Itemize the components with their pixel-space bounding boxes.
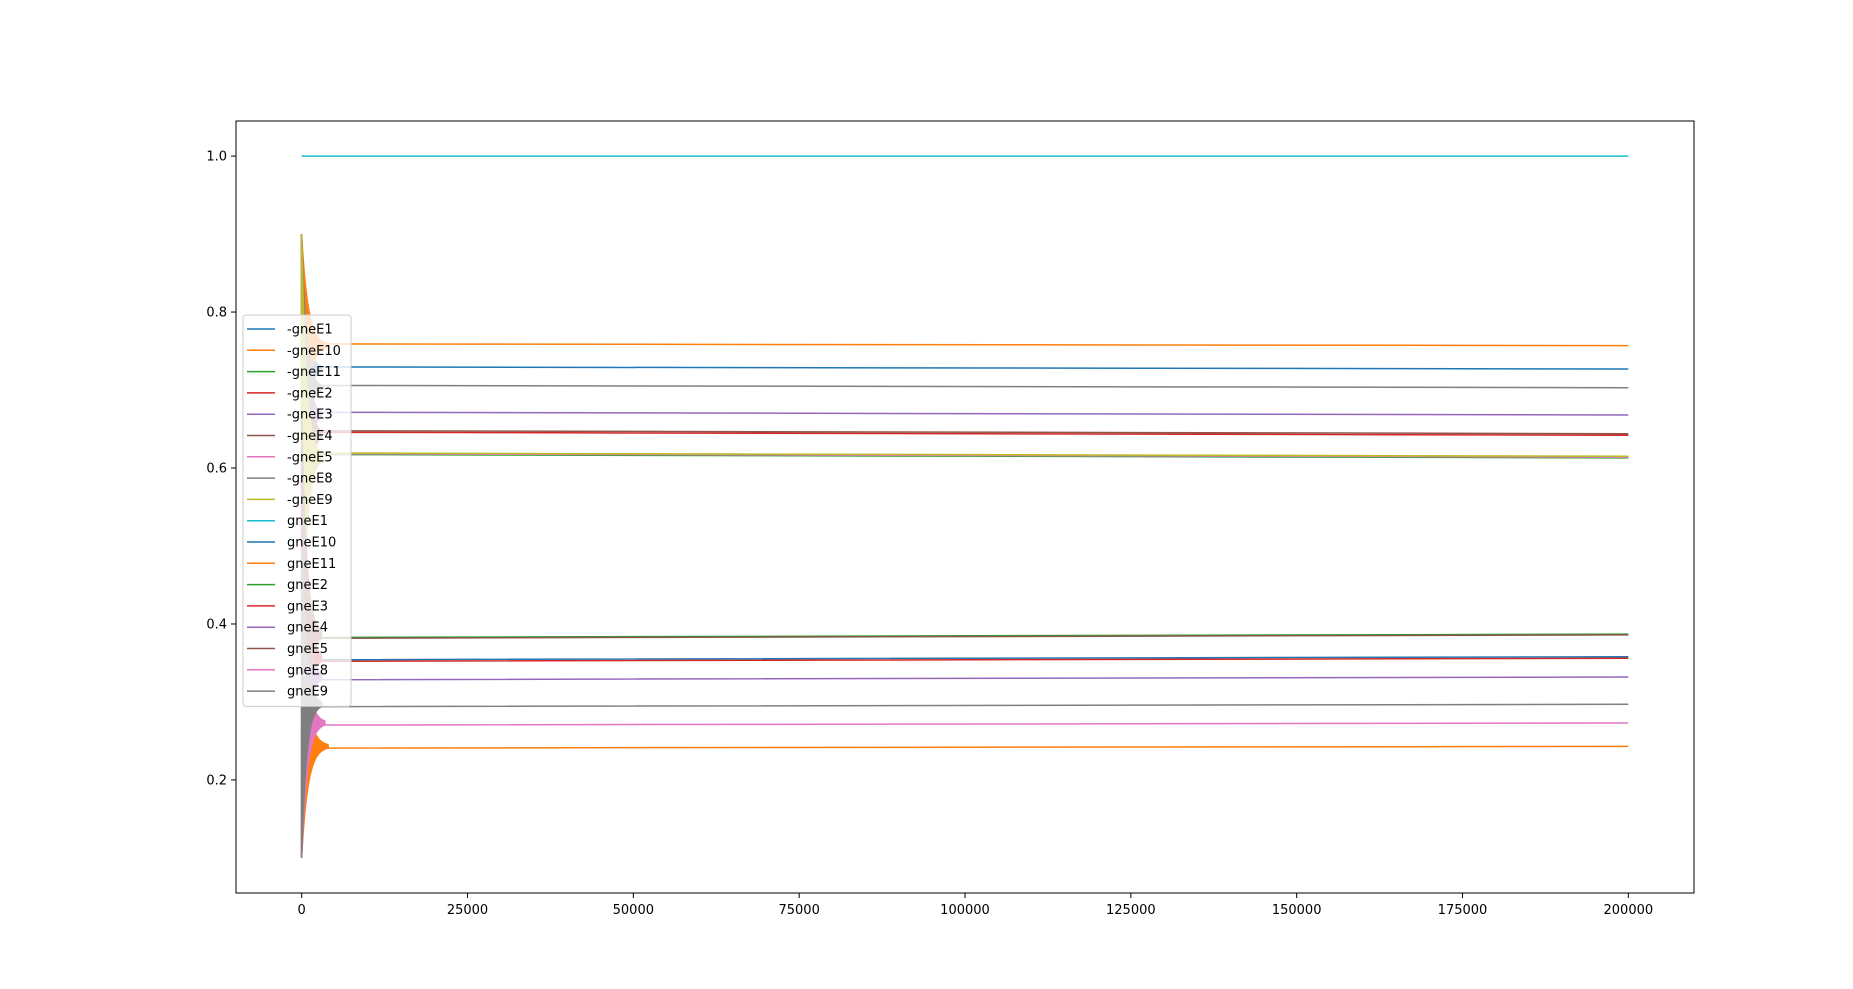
legend-label: gneE5 <box>287 642 328 657</box>
legend-label: -gneE2 <box>287 386 333 401</box>
legend-label: gneE8 <box>287 663 328 678</box>
legend-label: gneE2 <box>287 578 328 593</box>
legend-label: -gneE3 <box>287 408 333 423</box>
legend-label: -gneE8 <box>287 472 333 487</box>
x-tick-label: 25000 <box>447 903 488 918</box>
legend-label: -gneE4 <box>287 429 333 444</box>
x-axis: 0 25000 50000 75000 100000 125000 150000 175000… <box>298 893 1654 918</box>
x-tick-label: 175000 <box>1438 903 1488 918</box>
y-tick-label: 0.6 <box>206 462 227 477</box>
legend-label: -gneE11 <box>287 365 341 380</box>
x-tick-label: 0 <box>298 903 306 918</box>
x-tick-label: 50000 <box>613 903 654 918</box>
y-tick-label: 0.2 <box>206 773 227 788</box>
legend-label: -gneE5 <box>287 450 333 465</box>
x-tick-label: 125000 <box>1106 903 1156 918</box>
legend-label: -gneE9 <box>287 493 333 508</box>
y-tick-label: 0.4 <box>206 617 227 632</box>
legend-label: gneE3 <box>287 599 328 614</box>
legend-box <box>242 314 352 707</box>
x-tick-label: 75000 <box>778 903 819 918</box>
x-tick-label: 200000 <box>1604 903 1654 918</box>
legend-label: -gneE10 <box>287 344 341 359</box>
legend-label: gneE9 <box>287 685 328 700</box>
y-tick-label: 1.0 <box>206 150 227 165</box>
y-tick-label: 0.8 <box>206 306 227 321</box>
legend-label: gneE1 <box>287 514 328 529</box>
legend-label: -gneE1 <box>287 323 333 338</box>
legend: -gneE1 -gneE10 -gneE11 -gneE2 -gneE3 -gneE4 -g… <box>242 314 352 707</box>
x-tick-label: 150000 <box>1272 903 1322 918</box>
y-axis: 0.2 0.4 0.6 0.8 1.0 <box>206 150 236 788</box>
x-tick-label: 100000 <box>940 903 990 918</box>
legend-label: gneE10 <box>287 536 336 551</box>
legend-label: gneE4 <box>287 621 328 636</box>
legend-label: gneE11 <box>287 557 336 572</box>
